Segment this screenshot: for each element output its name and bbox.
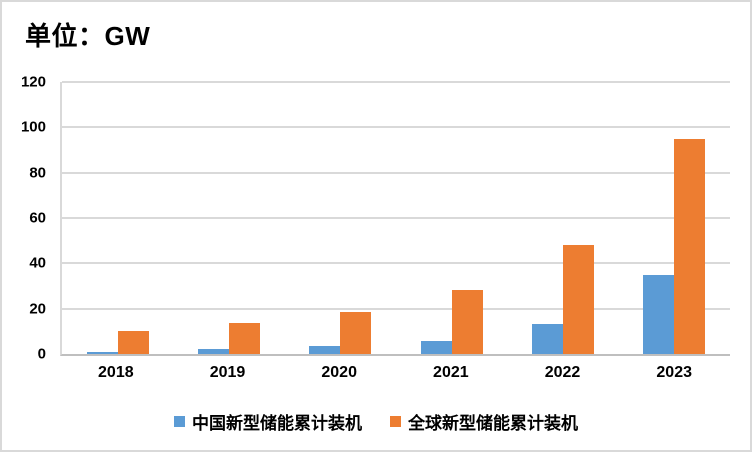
legend: 中国新型储能累计装机 全球新型储能累计装机: [2, 409, 750, 434]
bar-china-2022: [531, 324, 563, 354]
x-axis-labels: 2018 2019 2020 2021 2022 2023: [60, 364, 730, 382]
y-tick-label: 120: [20, 73, 46, 91]
unit-label: 单位：GW: [25, 21, 151, 51]
y-tick-label: 80: [29, 164, 46, 182]
y-tick-label: 0: [37, 345, 46, 363]
bar-group-2021: [396, 82, 507, 354]
bar-china-2018: [86, 351, 118, 354]
bar-china-2020: [309, 346, 341, 354]
bar-china-2021: [420, 340, 452, 354]
x-tick-label: 2018: [98, 364, 134, 381]
legend-label: 中国新型储能累计装机: [192, 414, 362, 433]
bar-group-2019: [173, 82, 284, 354]
bar-global-2018: [117, 331, 149, 354]
bar-group-2023: [619, 82, 730, 354]
bar-global-2021: [451, 289, 483, 354]
bar-global-2022: [562, 244, 594, 354]
legend-label: 全球新型储能累计装机: [408, 414, 578, 433]
y-tick-label: 60: [29, 209, 46, 227]
x-tick-label: 2020: [321, 364, 357, 381]
x-tick-label: 2022: [544, 364, 581, 381]
bars-layer: [62, 82, 730, 354]
x-tick-label: 2019: [209, 364, 246, 381]
bar-group-2022: [507, 82, 618, 354]
gridline: [62, 307, 730, 310]
y-axis-labels: 0 20 40 60 80 100 120: [2, 74, 46, 363]
gridline: [62, 126, 730, 129]
bar-global-2020: [340, 312, 372, 354]
bar-global-2023: [674, 138, 706, 354]
x-tick-label: 2023: [656, 364, 692, 381]
y-tick-label: 40: [29, 254, 46, 272]
legend-swatch-china: [174, 416, 185, 427]
legend-swatch-global: [390, 416, 401, 427]
bar-china-2019: [197, 349, 229, 354]
y-tick-label: 20: [29, 300, 46, 318]
gridline: [62, 217, 730, 219]
legend-item-global: 全球新型储能累计装机: [390, 409, 578, 434]
plot-area: [60, 81, 730, 356]
bar-group-2020: [285, 82, 396, 354]
legend-item-china: 中国新型储能累计装机: [174, 409, 362, 434]
gridline: [62, 81, 730, 83]
y-tick-label: 100: [20, 118, 46, 136]
bar-global-2019: [228, 322, 260, 354]
gridline: [62, 262, 730, 265]
gridline: [62, 171, 730, 174]
bar-china-2023: [643, 274, 675, 354]
gridline-layer: [62, 81, 730, 354]
bar-group-2018: [62, 82, 173, 354]
x-tick-label: 2021: [433, 364, 469, 381]
